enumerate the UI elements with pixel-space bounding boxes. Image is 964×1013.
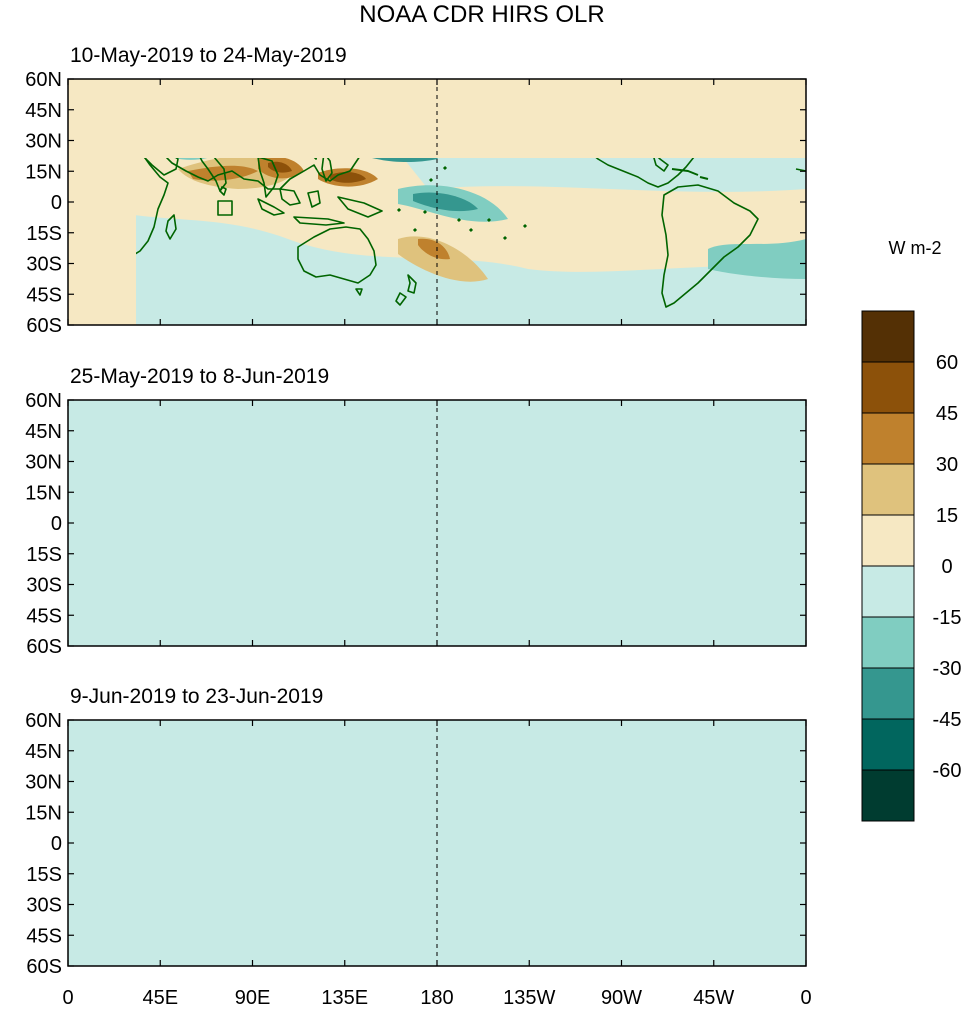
panel-3-date-range: 9-Jun-2019 to 23-Jun-2019: [70, 685, 323, 708]
map-panel-1: 10-May-2019 to 24-May-2019: [67, 44, 808, 326]
colorbar: 60 45 30 15 0 -15 -30 -45 -60: [861, 310, 962, 822]
colorbar-swatch: [861, 310, 915, 363]
longitude-axis-labels: 0 45E 90E 135E 180 135W 90W 45W 0: [62, 987, 811, 1009]
map-panel-2: 25-May-2019 to 8-Jun-2019: [67, 365, 807, 647]
lat-tick-label: 45S: [26, 605, 62, 627]
lon-tick-label: 90W: [601, 987, 642, 1009]
colorbar-swatch: [861, 667, 915, 720]
lat-tick-label: 60S: [26, 315, 62, 337]
lat-tick-label: 15N: [25, 482, 62, 504]
lat-tick-label: 45N: [25, 100, 62, 122]
lon-tick-label: 45E: [142, 987, 178, 1009]
lon-tick-label: 45W: [693, 987, 734, 1009]
colorbar-units: W m-2: [889, 238, 942, 258]
colorbar-tick-label: 15: [936, 505, 958, 527]
lat-tick-label: 45S: [26, 925, 62, 947]
colorbar-tick-label: 30: [936, 454, 958, 476]
lat-tick-label: 30N: [25, 452, 62, 474]
lon-tick-label: 135W: [503, 987, 555, 1009]
colorbar-swatch: [861, 769, 915, 822]
lon-tick-label: 0: [62, 987, 73, 1009]
colorbar-tick-label: 45: [936, 403, 958, 425]
colorbar-tick-label: -15: [933, 607, 962, 629]
colorbar-swatch: [861, 718, 915, 771]
lat-tick-label: 60S: [26, 636, 62, 658]
lat-tick-label: 30S: [26, 254, 62, 276]
lat-tick-label: 15S: [26, 223, 62, 245]
colorbar-swatch: [861, 463, 915, 516]
colorbar-swatch: [861, 412, 915, 465]
panel-1-date-range: 10-May-2019 to 24-May-2019: [70, 44, 347, 67]
lat-tick-label: 15N: [25, 802, 62, 824]
colorbar-tick-label: -60: [933, 760, 962, 782]
lat-tick-label: 30S: [26, 575, 62, 597]
colorbar-tick-label: 0: [941, 556, 952, 578]
lat-tick-label: 0: [51, 192, 62, 214]
lat-tick-label: 60N: [25, 69, 62, 91]
lat-tick-label: 60S: [26, 956, 62, 978]
lat-tick-label: 0: [51, 513, 62, 535]
colorbar-swatch: [861, 361, 915, 414]
figure-title: NOAA CDR HIRS OLR: [359, 1, 604, 28]
lat-tick-label: 45N: [25, 421, 62, 443]
lat-tick-label: 30N: [25, 772, 62, 794]
lat-tick-label: 45S: [26, 284, 62, 306]
lat-tick-label: 15S: [26, 864, 62, 886]
lon-tick-label: 180: [420, 987, 453, 1009]
map-panel-3: 9-Jun-2019 to 23-Jun-2019: [67, 685, 807, 967]
lat-tick-label: 45N: [25, 741, 62, 763]
colorbar-tick-label: 60: [936, 352, 958, 374]
lat-tick-label: 15N: [25, 161, 62, 183]
lat-tick-label: 15S: [26, 544, 62, 566]
colorbar-swatch: [861, 514, 915, 567]
colorbar-swatch: [861, 616, 915, 669]
lat-tick-label: 0: [51, 833, 62, 855]
lat-tick-label: 60N: [25, 710, 62, 732]
panel-2-date-range: 25-May-2019 to 8-Jun-2019: [70, 365, 329, 388]
lon-tick-label: 135E: [321, 987, 368, 1009]
lat-tick-label: 30N: [25, 131, 62, 153]
lat-tick-label: 30S: [26, 895, 62, 917]
lon-tick-label: 0: [800, 987, 811, 1009]
colorbar-tick-label: -45: [933, 709, 962, 731]
colorbar-swatch: [861, 565, 915, 618]
colorbar-tick-label: -30: [933, 658, 962, 680]
latitude-axis-labels: 60N 45N 30N 15N 0 15S 30S 45S 60S 60N 45N 30N 15N 0 15…: [25, 69, 807, 978]
lat-tick-label: 60N: [25, 390, 62, 412]
lon-tick-label: 90E: [235, 987, 271, 1009]
